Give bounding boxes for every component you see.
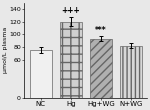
Bar (30, 50, 52, 98)
Text: ***: *** (95, 26, 107, 35)
Bar (120, 46, 142, 98)
Bar (60, 22, 82, 98)
Text: +++: +++ (61, 6, 80, 15)
Y-axis label: μmol/L plasma: μmol/L plasma (3, 27, 8, 73)
Bar (90, 39, 112, 98)
